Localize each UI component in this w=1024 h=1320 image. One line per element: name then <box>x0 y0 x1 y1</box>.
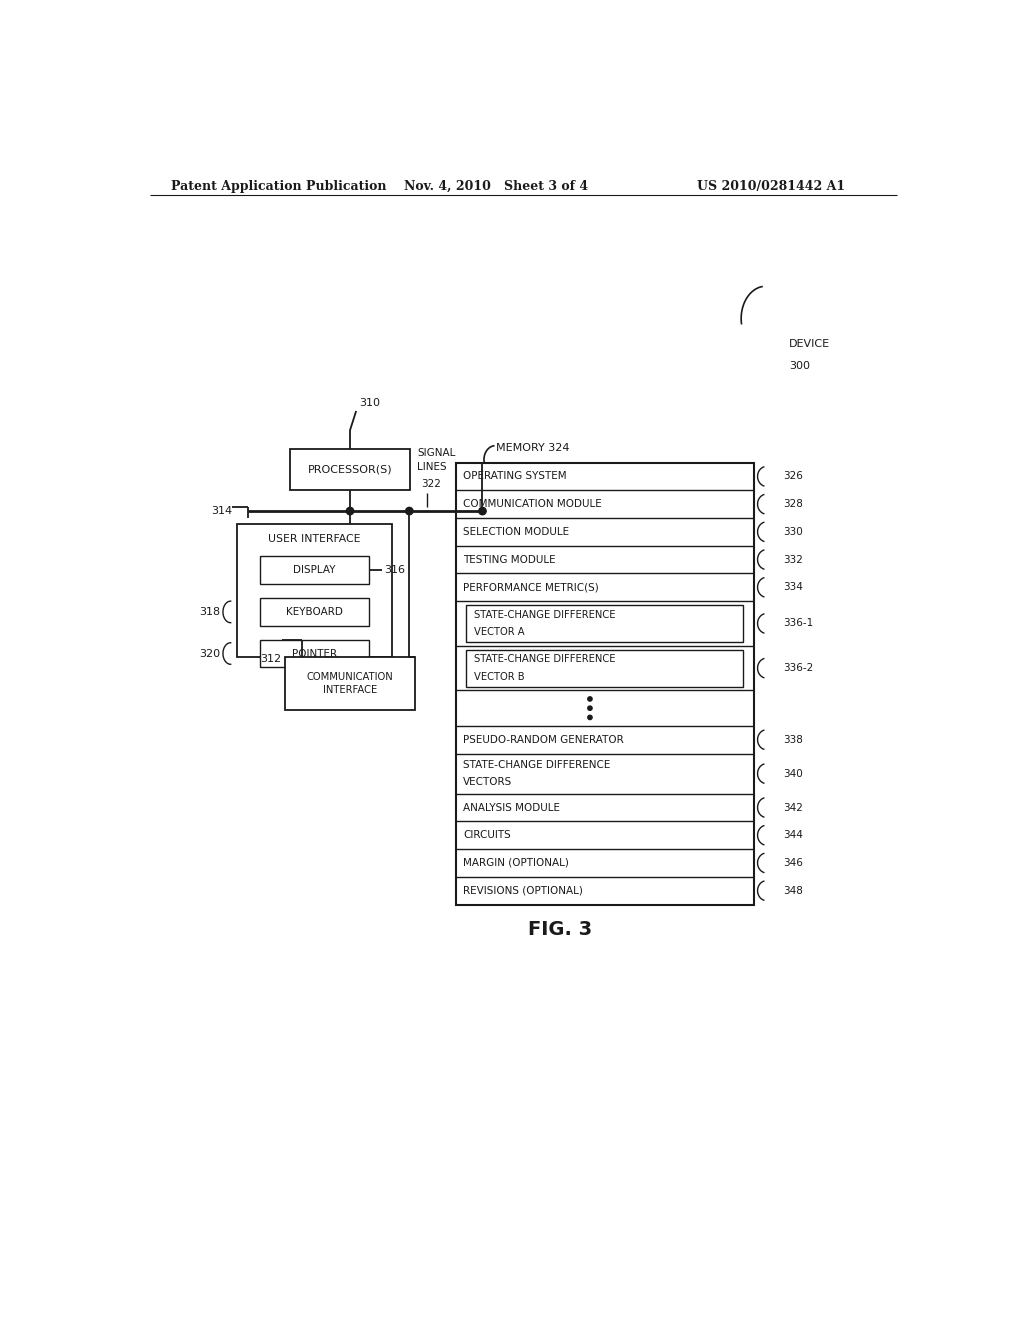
FancyBboxPatch shape <box>260 557 370 585</box>
Text: 348: 348 <box>783 886 804 896</box>
Text: ANALYSIS MODULE: ANALYSIS MODULE <box>463 803 560 813</box>
Text: 322: 322 <box>421 479 441 488</box>
FancyBboxPatch shape <box>260 598 370 626</box>
Text: STATE-CHANGE DIFFERENCE: STATE-CHANGE DIFFERENCE <box>463 760 610 770</box>
FancyBboxPatch shape <box>456 462 755 904</box>
Text: 332: 332 <box>783 554 804 565</box>
Text: 346: 346 <box>783 858 804 869</box>
Text: US 2010/0281442 A1: US 2010/0281442 A1 <box>696 180 845 193</box>
Text: LINES: LINES <box>418 462 447 471</box>
Text: USER INTERFACE: USER INTERFACE <box>268 535 360 544</box>
Text: 336-1: 336-1 <box>783 619 814 628</box>
Text: 344: 344 <box>783 830 804 841</box>
Text: 318: 318 <box>199 607 220 616</box>
Circle shape <box>479 507 486 515</box>
Text: DISPLAY: DISPLAY <box>293 565 336 576</box>
Text: MEMORY 324: MEMORY 324 <box>496 444 569 453</box>
Text: OPERATING SYSTEM: OPERATING SYSTEM <box>463 471 567 482</box>
Text: FIG. 3: FIG. 3 <box>528 920 592 939</box>
Text: PERFORMANCE METRIC(S): PERFORMANCE METRIC(S) <box>463 582 599 593</box>
FancyBboxPatch shape <box>466 605 743 642</box>
Text: REVISIONS (OPTIONAL): REVISIONS (OPTIONAL) <box>463 886 583 896</box>
Text: TESTING MODULE: TESTING MODULE <box>463 554 556 565</box>
Text: 342: 342 <box>783 803 804 813</box>
Text: 312: 312 <box>260 653 282 664</box>
Text: 328: 328 <box>783 499 804 510</box>
Text: COMMUNICATION
INTERFACE: COMMUNICATION INTERFACE <box>306 672 393 694</box>
Text: Nov. 4, 2010   Sheet 3 of 4: Nov. 4, 2010 Sheet 3 of 4 <box>403 180 588 193</box>
Circle shape <box>588 697 592 701</box>
Text: 336-2: 336-2 <box>783 663 814 673</box>
Text: Patent Application Publication: Patent Application Publication <box>171 180 386 193</box>
Text: 310: 310 <box>359 397 380 408</box>
Text: 340: 340 <box>783 768 803 779</box>
Text: 334: 334 <box>783 582 804 593</box>
Circle shape <box>406 507 413 515</box>
Text: STATE-CHANGE DIFFERENCE: STATE-CHANGE DIFFERENCE <box>474 610 615 619</box>
Text: 330: 330 <box>783 527 803 537</box>
Circle shape <box>346 507 353 515</box>
Text: 314: 314 <box>211 507 232 516</box>
Text: SIGNAL: SIGNAL <box>418 447 456 458</box>
Text: 320: 320 <box>199 648 220 659</box>
Text: 300: 300 <box>788 360 810 371</box>
Text: POINTER: POINTER <box>292 648 337 659</box>
FancyBboxPatch shape <box>466 649 743 686</box>
Text: 326: 326 <box>783 471 804 482</box>
Text: MARGIN (OPTIONAL): MARGIN (OPTIONAL) <box>463 858 569 869</box>
Text: CIRCUITS: CIRCUITS <box>463 830 511 841</box>
FancyBboxPatch shape <box>291 450 410 490</box>
Text: SELECTION MODULE: SELECTION MODULE <box>463 527 569 537</box>
Text: VECTOR A: VECTOR A <box>474 627 524 638</box>
Text: VECTORS: VECTORS <box>463 777 512 788</box>
Circle shape <box>588 706 592 710</box>
FancyBboxPatch shape <box>260 640 370 668</box>
Text: 316: 316 <box>384 565 404 576</box>
Text: VECTOR B: VECTOR B <box>474 672 524 682</box>
Text: DEVICE: DEVICE <box>788 339 830 350</box>
Text: STATE-CHANGE DIFFERENCE: STATE-CHANGE DIFFERENCE <box>474 655 615 664</box>
FancyBboxPatch shape <box>285 657 416 710</box>
Text: KEYBOARD: KEYBOARD <box>286 607 343 616</box>
FancyBboxPatch shape <box>237 524 392 656</box>
Text: 338: 338 <box>783 735 804 744</box>
Text: PROCESSOR(S): PROCESSOR(S) <box>307 465 392 474</box>
Text: COMMUNICATION MODULE: COMMUNICATION MODULE <box>463 499 602 510</box>
Text: PSEUDO-RANDOM GENERATOR: PSEUDO-RANDOM GENERATOR <box>463 735 624 744</box>
Circle shape <box>588 715 592 719</box>
